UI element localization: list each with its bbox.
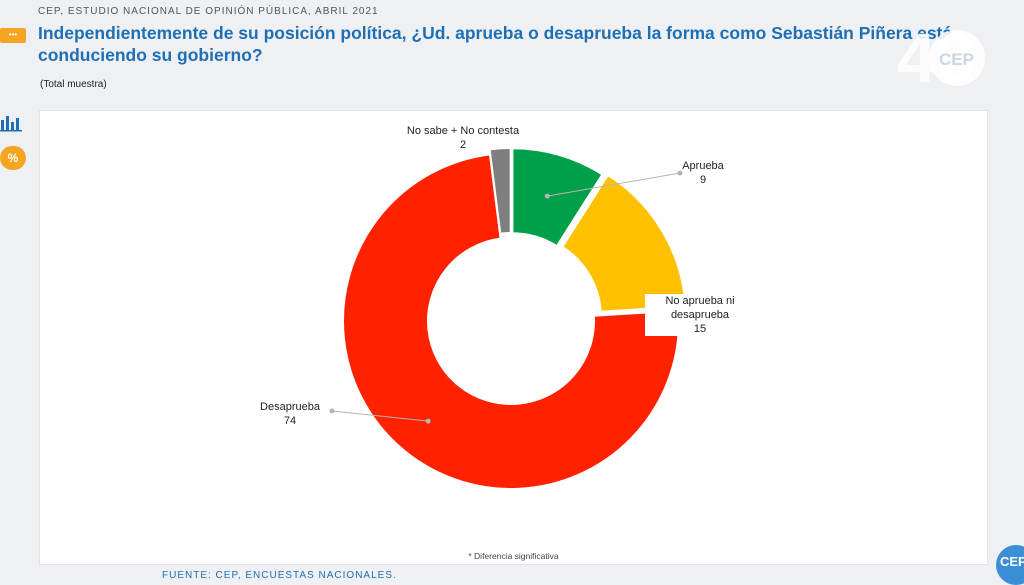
label-neutral-name-1: No aprueba ni xyxy=(665,295,735,307)
label-desaprueba-value: 74 xyxy=(283,415,297,427)
label-aprueba-name: Aprueba xyxy=(682,160,724,172)
label-ns-nc: No sabe + No contesta 2 xyxy=(383,124,543,152)
page-title: Independientemente de su posición políti… xyxy=(38,23,953,65)
leader-aprueba-end xyxy=(677,170,683,176)
percent-icon[interactable]: % xyxy=(0,146,26,170)
cep-40-anniversary-logo: 40 CEP xyxy=(897,20,985,92)
leader-desaprueba-start xyxy=(425,418,431,424)
slice-desaprueba xyxy=(342,153,681,490)
significance-footnote: * Diferencia significativa xyxy=(468,551,559,561)
survey-source-line: CEP, ESTUDIO NACIONAL DE OPINIÓN PÚBLICA… xyxy=(38,6,379,17)
cep-logo: CEP xyxy=(996,545,1024,585)
label-aprueba: Aprueba 9 xyxy=(668,159,738,187)
source-note: FUENTE: CEP, ENCUESTAS NACIONALES. xyxy=(162,570,397,581)
leader-desaprueba-end xyxy=(329,408,335,414)
leader-aprueba-start xyxy=(544,193,550,199)
label-neutral: No aprueba ni desaprueba 15 xyxy=(645,294,755,336)
label-neutral-value: 15 xyxy=(693,323,707,335)
label-ns-nc-value: 2 xyxy=(459,139,467,151)
slice-ns-nc xyxy=(488,147,512,235)
logo-brand: CEP xyxy=(939,50,974,69)
donut-chart xyxy=(329,147,687,490)
label-desaprueba: Desaprueba 74 xyxy=(250,400,330,428)
slice-aprueba xyxy=(511,147,604,248)
leader-desaprueba xyxy=(331,410,429,422)
label-ns-nc-name: No sabe + No contesta xyxy=(406,125,520,137)
sample-note: (Total muestra) xyxy=(40,79,107,90)
label-aprueba-value: 9 xyxy=(699,174,707,186)
label-neutral-name-2: desaprueba xyxy=(670,309,730,321)
leader-aprueba xyxy=(547,172,681,197)
chart-panel: No sabe + No contesta 2 Aprueba 9 No apr… xyxy=(39,110,988,565)
chat-bubble-icon[interactable]: ••• xyxy=(0,28,26,43)
bar-chart-icon[interactable] xyxy=(0,112,24,132)
label-desaprueba-name: Desaprueba xyxy=(260,401,320,413)
